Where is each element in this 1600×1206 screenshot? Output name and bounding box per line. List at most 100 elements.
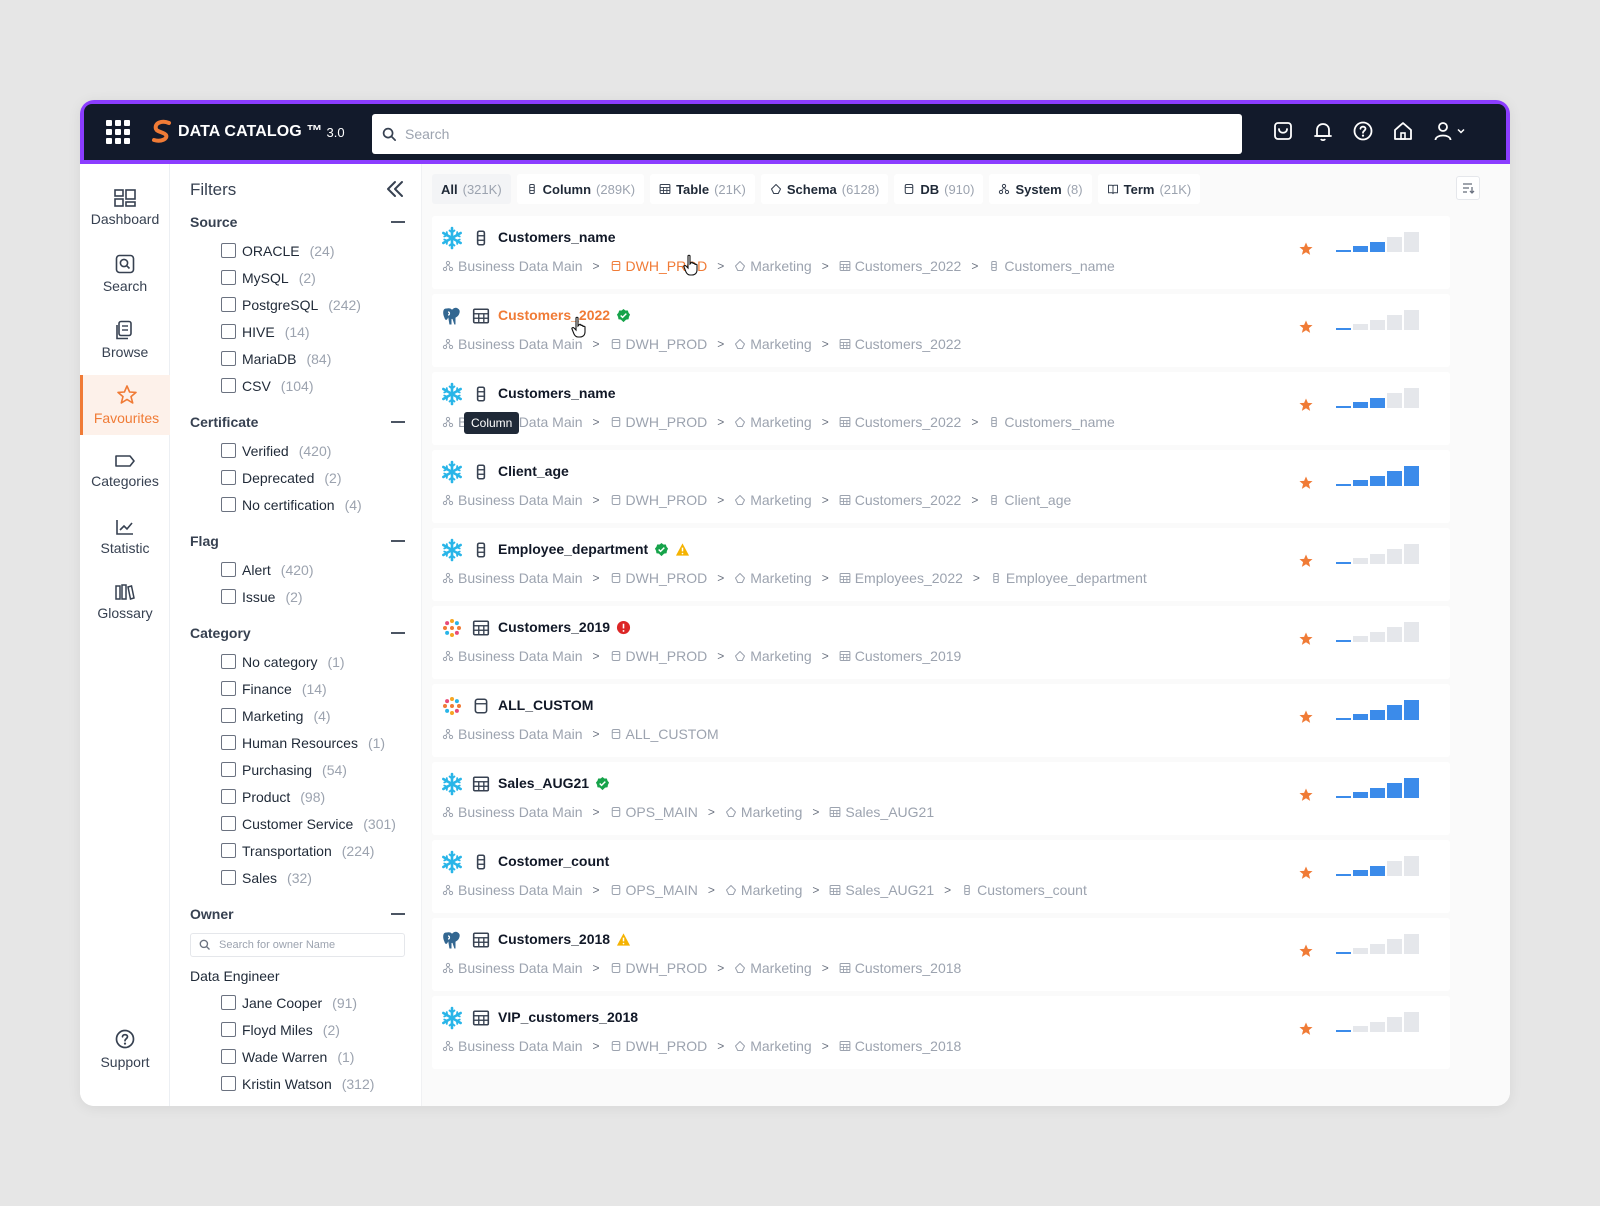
- checkbox[interactable]: [221, 470, 236, 485]
- result-title[interactable]: Customers_2019: [498, 619, 631, 635]
- sort-button[interactable]: [1456, 176, 1480, 200]
- breadcrumb-item[interactable]: Client_age: [988, 492, 1071, 508]
- breadcrumb-item[interactable]: Marketing: [734, 960, 812, 976]
- checkbox[interactable]: [221, 443, 236, 458]
- filter-option-flag[interactable]: Issue (2): [190, 583, 405, 610]
- filter-option-category[interactable]: Transportation (224): [190, 837, 405, 864]
- checkbox[interactable]: [221, 708, 236, 723]
- breadcrumb-item[interactable]: Customers_2022: [839, 492, 961, 508]
- favourite-star-icon[interactable]: [1298, 787, 1314, 803]
- result-title[interactable]: Customers_2018: [498, 931, 631, 947]
- checkbox[interactable]: [221, 378, 236, 393]
- checkbox[interactable]: [221, 995, 236, 1010]
- breadcrumb-item[interactable]: Customers_2018: [839, 1038, 961, 1054]
- breadcrumb-item[interactable]: Customers_count: [961, 882, 1087, 898]
- breadcrumb-item[interactable]: Business Data Main: [442, 258, 583, 274]
- filter-option-category[interactable]: Finance (14): [190, 675, 405, 702]
- filter-option-owner[interactable]: Wade Warren (1): [190, 1043, 405, 1070]
- tab-column[interactable]: Column (289K): [516, 174, 645, 204]
- result-row[interactable]: Employee_department Business Data Main > DW…: [432, 528, 1450, 601]
- cart-icon[interactable]: [1272, 120, 1294, 142]
- checkbox[interactable]: [221, 1049, 236, 1064]
- nav-item-glossary[interactable]: Glossary: [80, 572, 170, 632]
- filter-option-category[interactable]: Marketing (4): [190, 702, 405, 729]
- result-title[interactable]: Customers_2022: [498, 307, 631, 323]
- result-title-text[interactable]: ALL_CUSTOM: [498, 697, 594, 713]
- checkbox[interactable]: [221, 351, 236, 366]
- tab-term[interactable]: Term (21K): [1097, 174, 1201, 204]
- filter-option-category[interactable]: Human Resources (1): [190, 729, 405, 756]
- breadcrumb-item[interactable]: DWH_PROD: [610, 414, 707, 430]
- filter-option-owner[interactable]: Jane Cooper (91): [190, 989, 405, 1016]
- checkbox[interactable]: [221, 589, 236, 604]
- checkbox[interactable]: [221, 324, 236, 339]
- bell-icon[interactable]: [1312, 120, 1334, 142]
- tab-all[interactable]: All (321K): [432, 174, 511, 204]
- favourite-star-icon[interactable]: [1298, 553, 1314, 569]
- filter-option-source[interactable]: MariaDB (84): [190, 345, 405, 372]
- filter-option-source[interactable]: PostgreSQL (242): [190, 291, 405, 318]
- collapse-minus-icon[interactable]: [391, 632, 405, 634]
- result-title-text[interactable]: Customers_2022: [498, 307, 611, 323]
- breadcrumb-item[interactable]: DWH_PROD: [610, 570, 707, 586]
- filter-option-category[interactable]: No category (1): [190, 648, 405, 675]
- breadcrumb-item[interactable]: Marketing: [734, 336, 812, 352]
- result-title[interactable]: Employee_department: [498, 541, 690, 557]
- breadcrumb-item[interactable]: Sales_AUG21: [829, 804, 934, 820]
- filter-option-category[interactable]: Purchasing (54): [190, 756, 405, 783]
- breadcrumb-item[interactable]: Customers_2022: [839, 336, 961, 352]
- breadcrumb-item[interactable]: DWH_PROD: [610, 1038, 707, 1054]
- breadcrumb-item[interactable]: DWH_PROD: [610, 336, 707, 352]
- checkbox[interactable]: [221, 243, 236, 258]
- result-title[interactable]: Sales_AUG21: [498, 775, 610, 791]
- owner-search[interactable]: [190, 933, 405, 957]
- breadcrumb-item[interactable]: OPS_MAIN: [610, 882, 698, 898]
- collapse-minus-icon[interactable]: [391, 913, 405, 915]
- tab-system[interactable]: System (8): [989, 174, 1092, 204]
- breadcrumb-item[interactable]: Business Data Main: [442, 492, 583, 508]
- nav-item-dashboard[interactable]: Dashboard: [80, 178, 170, 238]
- breadcrumb-item[interactable]: Customers_2018: [839, 960, 961, 976]
- checkbox[interactable]: [221, 870, 236, 885]
- result-row[interactable]: Customers_2022 Business Data Main > DWH_PRO…: [432, 294, 1450, 367]
- filter-header-category[interactable]: Category: [190, 622, 405, 644]
- favourite-star-icon[interactable]: [1298, 943, 1314, 959]
- checkbox[interactable]: [221, 270, 236, 285]
- breadcrumb-item[interactable]: Marketing: [734, 648, 812, 664]
- result-title-text[interactable]: Customers_2018: [498, 931, 611, 947]
- collapse-minus-icon[interactable]: [391, 540, 405, 542]
- breadcrumb-item[interactable]: Customers_name: [988, 414, 1115, 430]
- result-row[interactable]: Customers_name Business Data Main > DWH_PRO…: [432, 216, 1450, 289]
- global-search[interactable]: [372, 114, 1242, 154]
- breadcrumb-item[interactable]: DWH_PROD: [610, 648, 707, 664]
- result-title[interactable]: ALL_CUSTOM: [498, 697, 593, 713]
- filter-option-owner[interactable]: Kristin Watson (312): [190, 1070, 405, 1097]
- help-icon[interactable]: [1352, 120, 1374, 142]
- filter-header-source[interactable]: Source: [190, 211, 405, 233]
- breadcrumb-item[interactable]: Marketing: [734, 414, 812, 430]
- breadcrumb-item[interactable]: ALL_CUSTOM: [610, 726, 719, 742]
- filter-option-source[interactable]: HIVE (14): [190, 318, 405, 345]
- breadcrumb-item[interactable]: Marketing: [725, 804, 802, 820]
- breadcrumb-item[interactable]: OPS_MAIN: [610, 804, 698, 820]
- filter-header-owner[interactable]: Owner: [190, 903, 405, 925]
- filter-header-certificate[interactable]: Certificate: [190, 411, 405, 433]
- breadcrumb-item[interactable]: Customers_2019: [839, 648, 961, 664]
- breadcrumb-item[interactable]: Marketing: [734, 1038, 812, 1054]
- filter-option-category[interactable]: Product (98): [190, 783, 405, 810]
- result-title-text[interactable]: Customers_name: [498, 385, 616, 401]
- breadcrumb-item[interactable]: Business Data Main: [442, 804, 583, 820]
- checkbox[interactable]: [221, 297, 236, 312]
- filter-option-category[interactable]: Customer Service (301): [190, 810, 405, 837]
- nav-item-favourites[interactable]: Favourites: [80, 375, 170, 435]
- nav-item-support[interactable]: Support: [80, 1019, 170, 1079]
- breadcrumb-item[interactable]: Business Data Main: [442, 336, 583, 352]
- breadcrumb-item[interactable]: Business Data Main: [442, 570, 583, 586]
- search-input[interactable]: [405, 126, 1205, 142]
- tab-schema[interactable]: Schema (6128): [760, 174, 889, 204]
- nav-item-categories[interactable]: Categories: [80, 441, 170, 501]
- breadcrumb-item[interactable]: Marketing: [734, 570, 812, 586]
- filter-option-source[interactable]: ORACLE (24): [190, 237, 405, 264]
- checkbox[interactable]: [221, 843, 236, 858]
- filter-option-source[interactable]: MySQL (2): [190, 264, 405, 291]
